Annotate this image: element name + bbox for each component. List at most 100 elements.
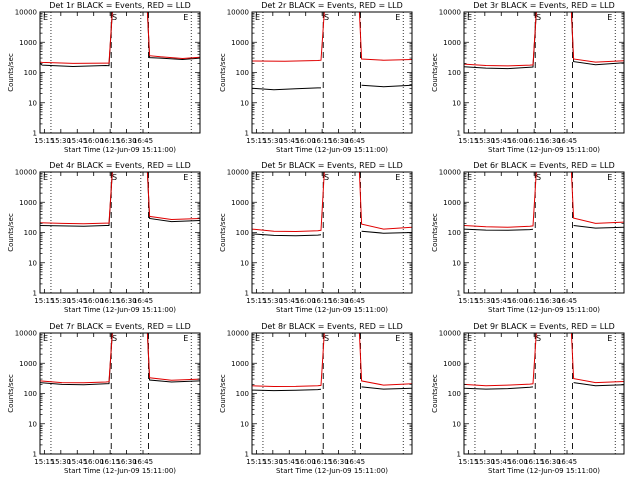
x-tick-label: 15:15: [458, 458, 478, 466]
lld-line: [252, 12, 412, 62]
y-tick-label: 10000: [15, 169, 37, 177]
y-tick-label: 10: [28, 259, 37, 267]
x-tick-label: 16:45: [133, 458, 153, 466]
x-tick-label: 16:30: [116, 458, 136, 466]
y-tick-label: 1000: [231, 39, 249, 47]
plot-frame: [251, 171, 413, 294]
x-tick-label: 16:00: [296, 137, 316, 145]
plot-frame: [463, 11, 625, 134]
lld-line: [464, 12, 624, 67]
events-line: [252, 233, 322, 237]
x-tick-label: 15:45: [491, 137, 511, 145]
event-marker: E: [467, 173, 472, 182]
event-marker: E: [43, 334, 48, 343]
x-tick-label: 16:45: [345, 458, 365, 466]
x-tick-label: 16:30: [116, 297, 136, 305]
events-line: [361, 230, 412, 234]
y-tick-label: 100: [448, 390, 461, 398]
x-tick-label: 16:15: [100, 458, 120, 466]
events-line: [464, 228, 534, 231]
x-tick-label: 15:15: [246, 297, 266, 305]
x-tick-label: 16:00: [84, 297, 104, 305]
x-tick-label: 16:45: [345, 297, 365, 305]
y-tick-label: 10: [452, 420, 461, 428]
x-tick-label: 16:15: [100, 137, 120, 145]
y-tick-label: 10: [28, 99, 37, 107]
x-tick-label: 16:00: [508, 297, 528, 305]
y-tick-label: 10000: [439, 169, 461, 177]
panel-title: Det 5r BLACK = Events, RED = LLD: [261, 161, 403, 170]
x-tick-label: 15:30: [475, 297, 495, 305]
event-marker: E: [395, 173, 400, 182]
x-tick-label: 16:15: [312, 297, 332, 305]
y-tick-label: 1000: [19, 39, 37, 47]
panel-title: Det 6r BLACK = Events, RED = LLD: [473, 161, 615, 170]
x-tick-label: 15:45: [279, 137, 299, 145]
y-tick-label: 10000: [439, 9, 461, 17]
event-marker: S: [324, 173, 329, 182]
events-line: [573, 382, 624, 387]
x-tick-label: 16:30: [116, 137, 136, 145]
event-marker: E: [607, 13, 612, 22]
panel-7: Det 7r BLACK = Events, RED = LLD15:1515:…: [7, 322, 201, 475]
x-tick-label: 15:30: [51, 458, 71, 466]
y-axis-label: Counts/sec: [219, 374, 227, 413]
events-line: [464, 386, 534, 390]
x-axis-label: Start Time (12-Jun-09 15:11:00): [488, 146, 600, 154]
x-tick-label: 16:00: [84, 458, 104, 466]
events-line: [252, 87, 321, 91]
panel-9: Det 9r BLACK = Events, RED = LLD15:1515:…: [431, 322, 625, 475]
event-marker: E: [43, 173, 48, 182]
panel-3: Det 3r BLACK = Events, RED = LLD15:1515:…: [431, 1, 625, 154]
x-tick-label: 16:45: [133, 297, 153, 305]
y-tick-label: 10000: [227, 169, 249, 177]
y-tick-label: 1000: [231, 360, 249, 368]
x-tick-label: 15:30: [475, 458, 495, 466]
event-marker: S: [112, 13, 117, 22]
y-tick-label: 10000: [227, 330, 249, 338]
events-line: [361, 84, 412, 88]
y-tick-label: 100: [448, 69, 461, 77]
event-marker: S: [536, 334, 541, 343]
x-axis-label: Start Time (12-Jun-09 15:11:00): [64, 146, 176, 154]
y-tick-label: 1000: [19, 199, 37, 207]
x-tick-label: 16:45: [345, 137, 365, 145]
y-tick-label: 1: [245, 451, 249, 459]
x-axis-label: Start Time (12-Jun-09 15:11:00): [276, 306, 388, 314]
panel-5: Det 5r BLACK = Events, RED = LLD15:1515:…: [219, 161, 413, 314]
y-tick-label: 100: [24, 229, 37, 237]
x-tick-label: 15:15: [458, 297, 478, 305]
x-tick-label: 16:30: [328, 137, 348, 145]
y-tick-label: 10: [240, 259, 249, 267]
plot-frame: [39, 171, 201, 294]
x-axis-label: Start Time (12-Jun-09 15:11:00): [64, 306, 176, 314]
y-tick-label: 1: [457, 451, 461, 459]
event-marker: E: [183, 334, 188, 343]
x-tick-label: 16:30: [328, 458, 348, 466]
x-tick-label: 16:00: [296, 297, 316, 305]
x-tick-label: 16:45: [557, 137, 577, 145]
panel-title: Det 3r BLACK = Events, RED = LLD: [473, 1, 615, 10]
event-marker: S: [536, 173, 541, 182]
y-tick-label: 1: [245, 130, 249, 138]
y-axis-label: Counts/sec: [431, 53, 439, 92]
y-tick-label: 1: [33, 130, 37, 138]
events-line: [252, 388, 322, 392]
plot-frame: [463, 171, 625, 294]
x-tick-label: 15:15: [34, 137, 54, 145]
x-tick-label: 16:00: [508, 458, 528, 466]
y-axis-label: Counts/sec: [431, 213, 439, 252]
lld-line: [464, 333, 624, 387]
y-tick-label: 10: [452, 99, 461, 107]
x-tick-label: 15:15: [246, 137, 266, 145]
lld-line: [40, 12, 200, 64]
event-marker: E: [183, 173, 188, 182]
x-tick-label: 15:15: [34, 458, 54, 466]
x-tick-label: 16:00: [508, 137, 528, 145]
x-tick-label: 16:15: [312, 137, 332, 145]
events-line: [464, 12, 624, 70]
y-axis-label: Counts/sec: [7, 53, 15, 92]
panel-6: Det 6r BLACK = Events, RED = LLD 15:1515:…: [431, 161, 625, 314]
y-axis-label: Counts/sec: [219, 213, 227, 252]
